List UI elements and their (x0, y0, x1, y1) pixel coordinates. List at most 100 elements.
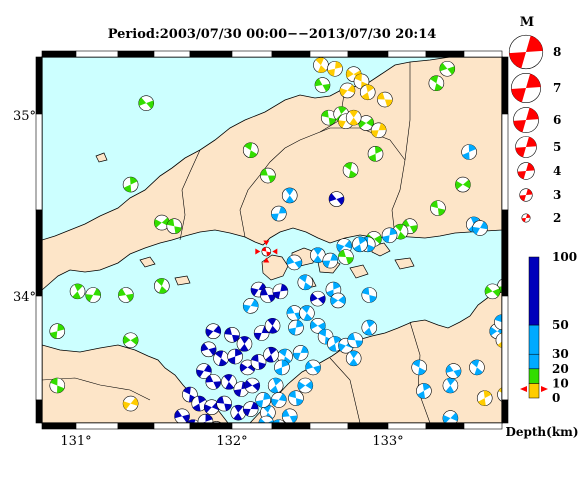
lat-label-35: 35° (13, 109, 36, 124)
frame-segment (501, 399, 509, 424)
frame-segment (35, 113, 43, 211)
event-beachball (428, 75, 445, 92)
event-beachball (327, 60, 343, 77)
depth-legend-label: 100 (552, 250, 577, 264)
depth-legend-label: 30 (552, 347, 569, 361)
event-beachball (510, 289, 525, 304)
depth-band (528, 368, 540, 384)
magnitude-legend-label: 6 (553, 113, 561, 127)
event-beachball (270, 205, 287, 222)
event-beachball (461, 144, 477, 160)
event-beachball (338, 249, 354, 265)
event-beachball (242, 298, 259, 314)
frame-segment (501, 56, 509, 115)
event-beachball (69, 283, 86, 300)
event-beachball (430, 200, 446, 216)
magnitude-legend-beachball (519, 188, 533, 202)
event-beachball (200, 341, 217, 358)
depth-band (528, 383, 540, 399)
event-beachball (250, 354, 267, 370)
event-beachball (227, 348, 243, 365)
map-panel (42, 57, 502, 423)
latest-event-arrow (263, 257, 270, 263)
event-beachball (213, 350, 229, 367)
earthquake-events (49, 57, 525, 423)
event-beachball (442, 377, 459, 394)
event-beachball (309, 317, 326, 334)
event-beachball (494, 314, 502, 330)
event-beachball (281, 408, 298, 423)
frame-segment (35, 56, 43, 115)
event-beachball (166, 218, 183, 235)
event-beachball (270, 392, 287, 408)
frame-segment (271, 422, 311, 430)
event-beachball (361, 319, 378, 336)
event-beachball (263, 346, 279, 363)
event-beachball (205, 374, 222, 390)
frame-segment (35, 295, 43, 401)
frame-segment (189, 422, 233, 430)
event-beachball (258, 415, 275, 423)
event-beachball (191, 395, 208, 412)
frame-segment (75, 422, 119, 430)
event-beachball (377, 91, 393, 108)
frame-segment (425, 422, 465, 430)
event-beachball (274, 359, 290, 376)
magnitude-legend-label: 3 (553, 188, 561, 202)
frame-segment (347, 422, 389, 430)
lon-label-132: 132° (216, 434, 247, 449)
magnitude-legend-label: 7 (553, 81, 561, 95)
event-beachball (309, 290, 326, 307)
latest-event-arrow (263, 240, 270, 246)
frame-segment (387, 50, 427, 58)
event-beachball (411, 359, 428, 376)
frame-segment (153, 50, 191, 58)
lat-label-34: 34° (13, 290, 36, 305)
lon-label-131: 131° (60, 434, 91, 449)
magnitude-legend-label: 4 (553, 164, 561, 178)
magnitude-legend-beachball (515, 136, 537, 158)
event-beachball (361, 287, 378, 303)
depth-legend-label: 0 (552, 391, 560, 405)
event-beachball (244, 377, 261, 394)
event-beachball (122, 176, 139, 193)
frame-segment (75, 50, 119, 58)
magnitude-legend-beachball (508, 34, 544, 70)
event-beachball (260, 287, 276, 303)
event-beachball (392, 223, 409, 240)
magnitude-legend-beachball (510, 73, 541, 104)
event-beachball (288, 390, 304, 406)
event-beachball (320, 109, 337, 126)
event-beachball (49, 323, 66, 340)
magnitude-legend-beachball (517, 162, 535, 180)
depth-pointer-left (520, 386, 527, 392)
depth-band (528, 256, 540, 326)
event-beachball (122, 395, 139, 412)
frame-segment (501, 209, 509, 297)
event-beachball (322, 252, 339, 269)
frame-segment (271, 50, 311, 58)
event-beachball (221, 374, 237, 390)
event-beachball (345, 109, 362, 126)
event-beachball (186, 419, 200, 423)
event-beachball (154, 278, 170, 294)
event-beachball (242, 142, 259, 158)
magnitude-legend-heading: M (520, 15, 534, 30)
event-beachball (49, 377, 66, 394)
frame-segment (309, 50, 349, 58)
event-beachball (242, 401, 259, 417)
event-beachball (445, 363, 462, 379)
latest-event-arrow (272, 248, 278, 255)
frame-segment (189, 50, 233, 58)
event-beachball (197, 413, 214, 423)
event-beachball (297, 377, 314, 394)
event-beachball (281, 187, 298, 204)
event-beachball (507, 262, 522, 277)
event-beachball (272, 283, 289, 300)
frame-segment (153, 422, 191, 430)
map-frame (35, 50, 509, 430)
event-beachball (339, 82, 356, 99)
depth-legend-label: 50 (552, 318, 569, 332)
